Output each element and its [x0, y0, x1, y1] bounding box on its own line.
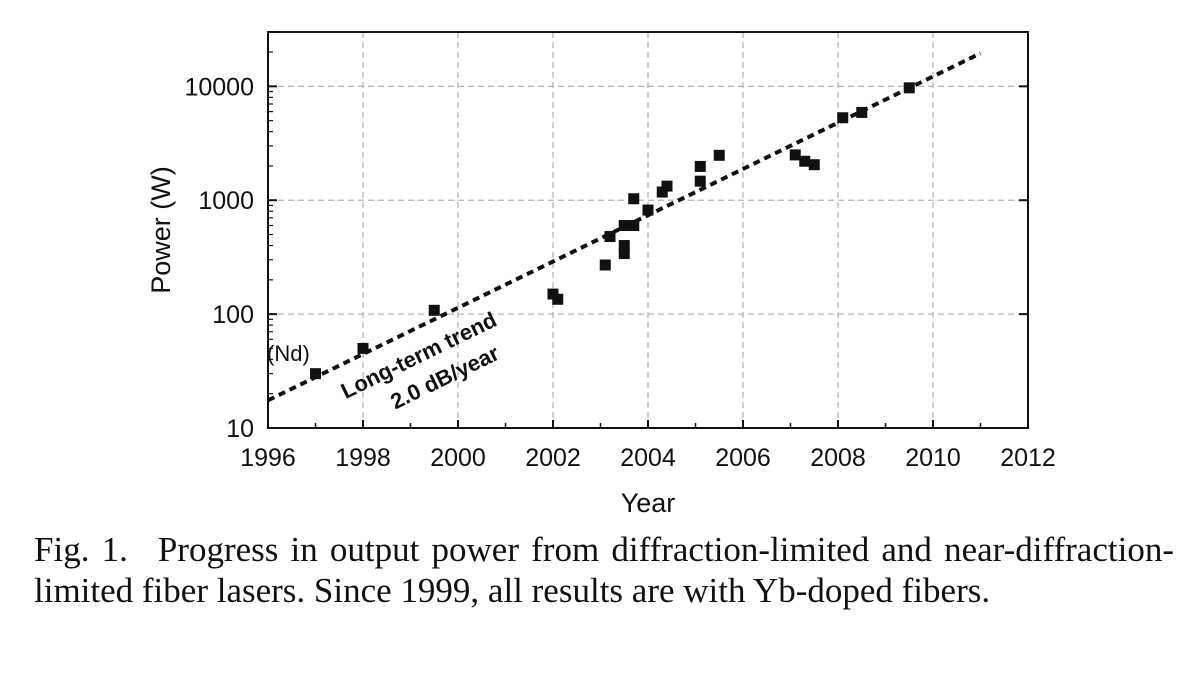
data-point: [856, 106, 868, 118]
data-point: [357, 342, 369, 354]
data-point: [642, 204, 654, 216]
y-tick-label: 10000: [184, 73, 254, 101]
caption-text: Progress in output power from diffractio…: [34, 530, 1174, 610]
y-axis-title: Power (W): [146, 166, 176, 294]
chart: 1996 1998 2000 2002 2004 2006 2008 2010 2012 101…: [146, 31, 1056, 518]
y-tick-labels: 10 100 1000 10000: [184, 73, 254, 443]
data-points: [310, 82, 915, 380]
data-point: [799, 155, 811, 167]
x-tick-label: 2004: [620, 444, 676, 472]
data-point: [837, 112, 849, 124]
data-point: [713, 149, 725, 161]
x-axis-title: Year: [621, 488, 676, 518]
data-point: [599, 259, 611, 271]
data-point: [618, 248, 630, 260]
data-point: [808, 159, 820, 171]
data-point: [903, 82, 915, 94]
x-tick-label: 1998: [335, 444, 391, 472]
x-tick-label: 2008: [810, 444, 866, 472]
y-tick-label: 1000: [198, 187, 254, 215]
data-point: [656, 186, 668, 198]
y-tick-label: 10: [226, 415, 254, 443]
figure-caption: Fig. 1. Progress in output power from dif…: [34, 530, 1174, 612]
data-point: [628, 193, 640, 205]
data-point: [628, 219, 640, 231]
data-point: [310, 368, 321, 380]
x-tick-label: 2002: [525, 444, 581, 472]
data-point: [789, 149, 801, 161]
data-point: [428, 304, 440, 316]
data-point: [552, 293, 564, 305]
x-tick-label: 2010: [905, 444, 961, 472]
x-tick-label: 2006: [715, 444, 771, 472]
data-point: [618, 240, 630, 252]
y-tick-label: 100: [212, 301, 254, 329]
grid: [268, 32, 1028, 428]
caption-label: Fig. 1.: [34, 530, 128, 569]
data-point: [694, 175, 706, 187]
data-point: [604, 231, 616, 243]
data-point: [618, 219, 630, 231]
tick-marks: [267, 31, 1029, 429]
x-tick-label: 2012: [1000, 444, 1056, 472]
nd-annotation: (Nd): [267, 341, 310, 366]
data-point: [694, 160, 706, 172]
x-tick-labels: 1996 1998 2000 2002 2004 2006 2008 2010 2012: [240, 444, 1056, 472]
x-tick-label: 1996: [240, 444, 296, 472]
x-tick-label: 2000: [430, 444, 486, 472]
data-point: [661, 180, 673, 192]
